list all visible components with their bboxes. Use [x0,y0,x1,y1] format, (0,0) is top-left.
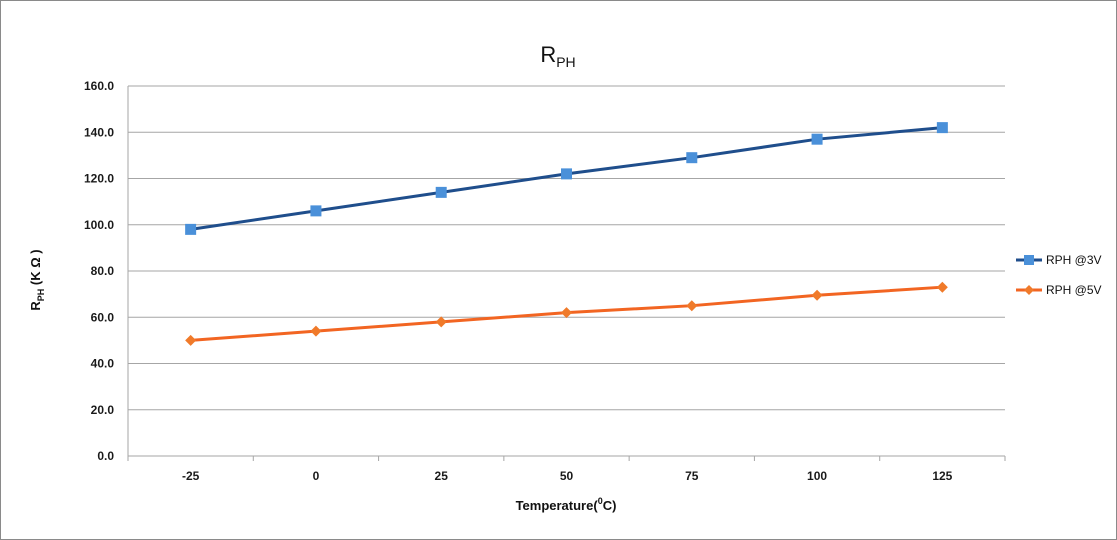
y-axis-title-tail: (K Ω ) [28,249,43,288]
data-point [686,152,698,164]
x-tick-label: 25 [435,469,449,483]
data-point [936,122,948,134]
data-point [686,300,698,312]
legend-item: RPH @3V [1016,253,1102,267]
data-point [185,334,197,346]
x-tick-label: 125 [932,469,952,483]
y-tick-label: 140.0 [84,125,114,139]
data-point [185,223,197,235]
x-axis-ticks: -25 0 25 50 75 100 125 [127,456,1006,483]
y-axis-ticks: 0.0 20.0 40.0 60.0 80.0 100.0 120.0 140.0 160.0 [84,79,114,463]
y-tick-label: 160.0 [84,79,114,93]
x-tick-label: 50 [560,469,574,483]
data-point [561,168,572,180]
series-1 [185,122,948,235]
gridlines [127,85,1005,457]
chart-title: RPH [540,42,575,70]
legend: RPH @3V RPH @5V [1016,253,1102,297]
chart-title-sub: PH [556,54,575,70]
y-axis-title-main: R [28,301,43,311]
data-point [310,325,322,337]
x-tick-label: 75 [685,469,699,483]
x-tick-label: 100 [807,469,827,483]
data-point [435,316,447,328]
x-axis-title-sup: 0 [598,496,603,506]
x-tick-label: 0 [313,469,320,483]
y-tick-label: 80.0 [91,264,115,278]
y-tick-label: 40.0 [91,357,115,371]
chart-title-main: R [540,42,556,67]
series-group [185,122,948,346]
x-tick-label: -25 [182,469,200,483]
legend-label: RPH @3V [1046,253,1102,267]
y-tick-label: 120.0 [84,172,114,186]
y-axis-title: RPH (K Ω ) [28,249,46,310]
y-tick-label: 20.0 [91,403,115,417]
x-axis-title-tail: C) [603,498,617,513]
legend-marker [1024,285,1034,295]
legend-label: RPH @5V [1046,283,1102,297]
y-tick-label: 60.0 [91,310,115,324]
data-point [561,307,572,319]
x-axis-title: Temperature(0C) [516,496,617,513]
legend-item: RPH @5V [1016,283,1102,297]
y-tick-label: 0.0 [97,449,114,463]
y-axis-title-sub: PH [36,289,46,302]
data-point [936,281,948,293]
y-tick-label: 100.0 [84,218,114,232]
data-point [435,186,447,198]
legend-marker [1024,255,1034,265]
data-point [811,133,823,145]
x-axis-title-main: Temperature( [516,498,599,513]
series-2 [185,281,948,346]
data-point [310,205,322,217]
data-point [811,289,823,301]
